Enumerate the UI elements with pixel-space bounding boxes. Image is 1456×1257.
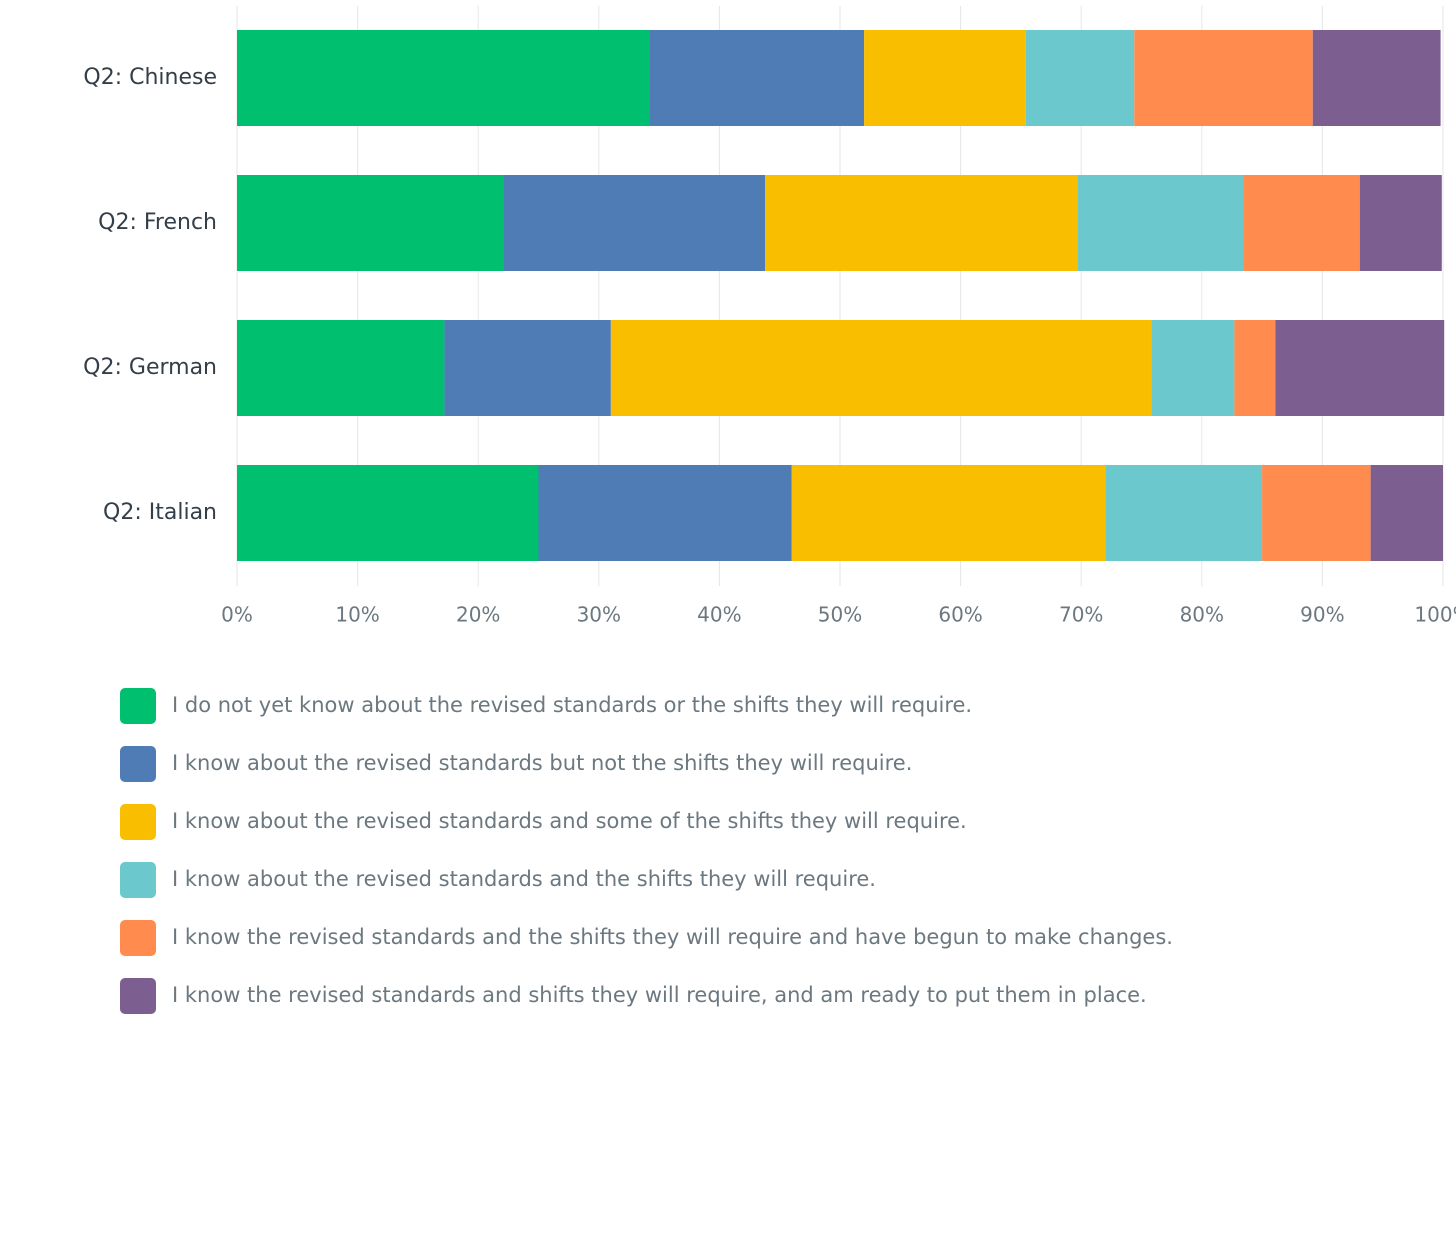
bar-segment — [1026, 30, 1135, 126]
bar-segment — [237, 175, 504, 271]
bar-segment — [444, 320, 610, 416]
bar-segment — [792, 465, 1106, 561]
y-tick-label: Q2: German — [83, 355, 217, 380]
legend-swatch — [120, 688, 156, 724]
legend-label: I know about the revised standards and t… — [172, 867, 876, 891]
legend-swatch — [120, 746, 156, 782]
bar-segment — [237, 320, 444, 416]
x-tick-label: 30% — [577, 603, 621, 627]
bar-segment — [611, 320, 1151, 416]
bar-segment — [864, 30, 1026, 126]
bar-segment — [765, 175, 1077, 271]
legend-swatch — [120, 804, 156, 840]
bar-segment — [1105, 465, 1262, 561]
bar-segment — [1313, 30, 1441, 126]
bar-segment — [539, 465, 792, 561]
chart: 0% 10% 20% 30% 40% 50% 60% 70% 80% 90% 100% Q2: Chi… — [0, 0, 1456, 1257]
y-tick-label: Q2: Chinese — [83, 65, 217, 90]
legend-label: I know about the revised standards and s… — [172, 809, 967, 833]
legend-swatch — [120, 862, 156, 898]
bar-segment — [649, 30, 864, 126]
x-tick-label: 80% — [1180, 603, 1224, 627]
x-tick-label: 60% — [938, 603, 982, 627]
x-tick-label: 100% — [1414, 603, 1456, 627]
y-tick-label: Q2: Italian — [103, 500, 217, 525]
x-tick-label: 40% — [697, 603, 741, 627]
bar-segment — [237, 30, 649, 126]
bar-segment — [1134, 30, 1312, 126]
x-tick-label: 0% — [221, 603, 253, 627]
bar-segment — [1234, 320, 1275, 416]
bar-segment — [1371, 465, 1443, 561]
x-tick-label: 90% — [1300, 603, 1344, 627]
bar-segment — [1078, 175, 1244, 271]
bar-segment — [1360, 175, 1442, 271]
legend-label: I know the revised standards and shifts … — [172, 983, 1147, 1007]
bar-segment — [504, 175, 766, 271]
x-tick-label: 10% — [335, 603, 379, 627]
x-tick-label: 70% — [1059, 603, 1103, 627]
legend-label: I know about the revised standards but n… — [172, 751, 912, 775]
legend-swatch — [120, 978, 156, 1014]
legend-swatch — [120, 920, 156, 956]
bar-segment — [1275, 320, 1444, 416]
legend-label: I know the revised standards and the shi… — [172, 925, 1173, 949]
bar-segment — [1151, 320, 1234, 416]
bar-segment — [1244, 175, 1360, 271]
y-tick-label: Q2: French — [98, 210, 217, 235]
x-tick-label: 20% — [456, 603, 500, 627]
bar-segment — [237, 465, 539, 561]
x-tick-label: 50% — [818, 603, 862, 627]
page: 0% 10% 20% 30% 40% 50% 60% 70% 80% 90% 100% Q2: Chi… — [0, 0, 1456, 1257]
bar-segment — [1262, 465, 1371, 561]
legend-label: I do not yet know about the revised stan… — [172, 693, 972, 717]
